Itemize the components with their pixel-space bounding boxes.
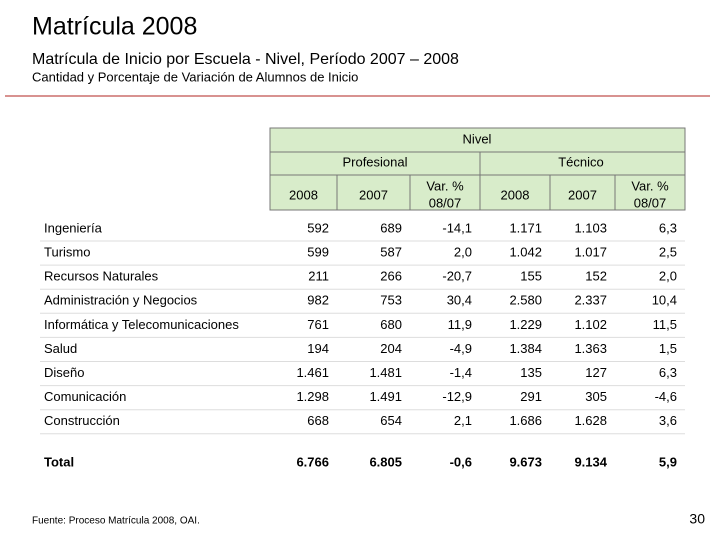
cell: 155 [520,269,542,284]
cell: 30,4 [447,293,472,308]
cell: 982 [307,293,329,308]
cell: 1.461 [296,365,329,380]
group-header: Nivel [463,131,492,146]
column-header: Var. % [631,178,669,193]
cell: 1.298 [296,389,329,404]
cell: -1,4 [450,365,472,380]
column-header: 2008 [289,187,318,202]
cell: 194 [307,341,329,356]
cell: 689 [380,220,402,235]
subtitle: Matrícula de Inicio por Escuela - Nivel,… [32,51,459,68]
title: Matrícula 2008 [32,13,197,41]
column-header: 2008 [501,187,530,202]
row-label: Informática y Telecomunicaciones [44,317,239,332]
cell: 599 [307,245,329,260]
row-label: Recursos Naturales [44,269,159,284]
table-header-bg [269,127,686,211]
column-header: 2007 [568,187,597,202]
cell: 6,3 [659,365,677,380]
cell: 1.481 [369,365,402,380]
cell: 2,5 [659,245,677,260]
column-header: Var. % [426,178,464,193]
source: Fuente: Proceso Matrícula 2008, OAI. [32,516,200,527]
cell: 211 [308,269,329,284]
row-label: Salud [44,341,77,356]
cell: 592 [307,220,329,235]
cell: -4,6 [655,389,677,404]
cell: 1.491 [369,389,402,404]
cell: 266 [380,269,402,284]
row-label: Construcción [44,413,120,428]
cell: 654 [380,413,402,428]
cell: 10,4 [652,293,677,308]
row-label: Comunicación [44,389,126,404]
cell: 9.134 [574,454,607,469]
column-header: 08/07 [634,195,667,210]
cell: 1.628 [574,413,607,428]
cell: 1.103 [574,220,607,235]
cell: 1.229 [509,317,542,332]
cell: -14,1 [442,220,472,235]
cell: 2.337 [574,293,607,308]
cell: 761 [307,317,329,332]
page-number: 30 [689,511,705,527]
column-header: 08/07 [429,195,462,210]
subgroup-header: Profesional [342,154,407,169]
column-header: 2007 [359,187,388,202]
cell: 204 [380,341,402,356]
cell: 2,0 [659,269,677,284]
cell: 6.766 [296,454,329,469]
cell: 2,1 [454,413,472,428]
cell: 3,6 [659,413,677,428]
cell: 6,3 [659,220,677,235]
cell: 1.017 [574,245,607,260]
cell: 305 [585,389,607,404]
cell: 1.171 [509,220,542,235]
cell: 2.580 [509,293,542,308]
cell: -4,9 [450,341,472,356]
cell: -12,9 [442,389,472,404]
cell: 9.673 [509,454,542,469]
row-label: Turismo [44,245,90,260]
cell: 135 [520,365,542,380]
cell: 2,0 [454,245,472,260]
row-label: Diseño [44,365,84,380]
subgroup-header: Técnico [558,154,604,169]
row-label: Administración y Negocios [44,293,198,308]
cell: 1.363 [574,341,607,356]
cell: -0,6 [450,454,472,469]
cell: 1.384 [509,341,542,356]
cell: 587 [380,245,402,260]
cell: 127 [585,365,607,380]
cell: 291 [520,389,542,404]
cell: 1.042 [509,245,542,260]
cell: 1.102 [574,317,607,332]
cell: 753 [380,293,402,308]
cell: 11,9 [448,317,472,332]
cell: -20,7 [442,269,472,284]
cell: 668 [307,413,329,428]
cell: 1.686 [509,413,542,428]
cell: 1,5 [659,341,677,356]
cell: 680 [380,317,402,332]
caption: Cantidad y Porcentaje de Variación de Al… [32,69,358,84]
row-label: Ingeniería [44,220,103,235]
row-label: Total [44,454,74,469]
cell: 6.805 [369,454,402,469]
cell: 11,5 [653,317,677,332]
cell: 152 [585,269,607,284]
cell: 5,9 [659,454,677,469]
